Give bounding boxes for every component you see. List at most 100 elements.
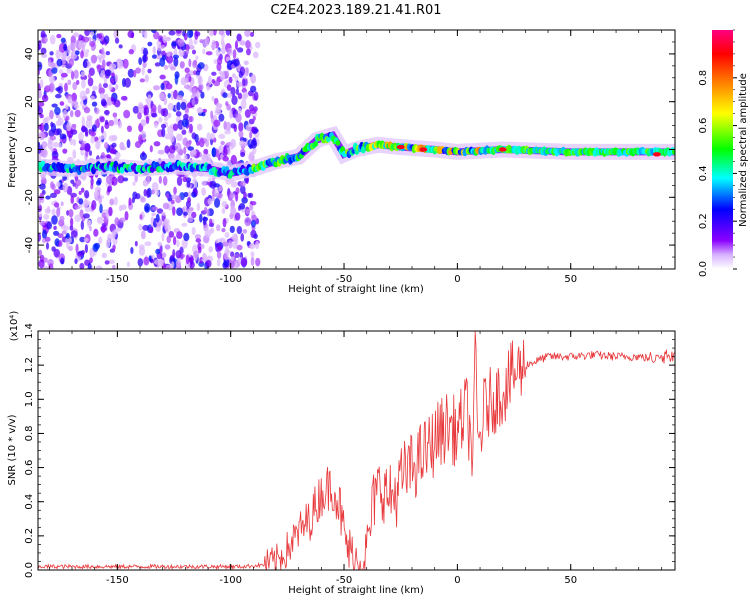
spectrogram-noise-cell bbox=[145, 188, 151, 198]
spectrogram-noise-cell bbox=[243, 191, 247, 200]
spectrogram-noise-cell bbox=[168, 30, 176, 36]
spectrogram-noise-cell bbox=[138, 104, 145, 114]
spectrogram-noise-cell bbox=[171, 194, 178, 200]
spectrogram-noise-cell bbox=[60, 72, 68, 78]
spectrogram-noise-cell bbox=[142, 61, 147, 68]
spectrogram-noise-cell bbox=[70, 70, 75, 80]
spectrogram-noise-cell bbox=[73, 32, 80, 38]
spectrogram-noise-cell bbox=[45, 195, 51, 200]
spectrogram-noise-cell bbox=[204, 229, 212, 238]
spectrogram-x-axis-label: Height of straight line (km) bbox=[288, 284, 424, 295]
spectrogram-noise-cell bbox=[84, 30, 90, 37]
spectrogram-noise-cell bbox=[221, 200, 228, 208]
spectrogram-noise-cell bbox=[251, 214, 257, 222]
spectrogram-noise-cell bbox=[248, 203, 254, 212]
spectrogram-noise-cell bbox=[238, 203, 246, 210]
spectrogram-noise-cell bbox=[107, 185, 113, 192]
spectrogram-noise-cell bbox=[225, 30, 231, 36]
spectrogram-noise-cell bbox=[230, 181, 238, 188]
snr-panel: -150 -100 -50 0 50 0.0 0.2 0.4 0.6 0.8 1.0 1.2 1.4 H… bbox=[7, 311, 676, 596]
spectrogram-noise-cell bbox=[167, 102, 174, 111]
spectrogram-noise-cell bbox=[176, 231, 183, 240]
spectrogram-noise-cell bbox=[182, 30, 186, 37]
spectrogram-noise-cell bbox=[172, 206, 176, 216]
colorbar-gradient bbox=[712, 30, 733, 269]
spectrogram-noise-cell bbox=[53, 230, 60, 236]
spectrogram-noise-cell bbox=[65, 115, 70, 121]
spectrogram-noise-cell bbox=[99, 92, 106, 100]
spectrogram-noise-cell bbox=[105, 175, 113, 185]
spectrogram-noise-cell bbox=[38, 200, 41, 207]
spectrogram-noise-cell bbox=[90, 177, 94, 186]
spectrogram-noise-cell bbox=[95, 140, 101, 150]
spectrogram-noise-cell bbox=[89, 131, 97, 137]
spectrogram-noise-cell bbox=[113, 117, 119, 126]
spectrogram-noise-cell bbox=[181, 129, 187, 135]
spectrogram-noise-cell bbox=[41, 53, 48, 58]
spectrogram-noise-cell bbox=[79, 262, 85, 269]
spectrogram-noise-cell bbox=[69, 110, 74, 118]
colorbar-tick-label: 0.6 bbox=[698, 118, 709, 134]
spectrogram-noise-cell bbox=[143, 256, 150, 266]
spectrogram-noise-cell bbox=[92, 243, 99, 253]
spectrogram-noise-cell bbox=[43, 265, 49, 269]
spectrogram-noise-cell bbox=[109, 63, 117, 70]
spectrogram-noise-cell bbox=[43, 213, 50, 220]
spectrogram-noise-cell bbox=[232, 241, 238, 249]
spectrogram-noise-cell bbox=[110, 97, 115, 102]
spectrogram-noise-cell bbox=[78, 131, 84, 142]
spectrogram-noise-cell bbox=[240, 185, 246, 195]
spectrogram-noise-cell bbox=[229, 192, 236, 199]
snr-y-axis-label: SNR (10 * v/v) bbox=[7, 414, 18, 485]
spectrogram-noise-cell bbox=[254, 241, 260, 250]
spectrogram-noise-cell bbox=[197, 246, 202, 254]
spectrogram-noise-cell bbox=[89, 31, 95, 37]
spectrogram-noise-cell bbox=[238, 130, 244, 138]
spectrogram-noise-cell bbox=[163, 65, 169, 70]
spectrogram-noise-cell bbox=[126, 139, 131, 149]
snr-y-tick-label: 1.0 bbox=[24, 391, 35, 407]
spectrogram-axes: -150 -100 -50 0 50 -40 -20 0 20 40 bbox=[24, 29, 675, 285]
spectrogram-noise-cell bbox=[72, 81, 78, 91]
spectrogram-noise-cell bbox=[80, 142, 86, 149]
spectrogram-noise-cell bbox=[87, 73, 92, 79]
spectrogram-noise-cell bbox=[101, 252, 107, 259]
spectrogram-noise-cell bbox=[255, 257, 261, 267]
spectrogram-noise-cell bbox=[84, 190, 90, 199]
spectrogram-noise-cell bbox=[188, 58, 192, 68]
spectrogram-noise-cell bbox=[228, 76, 233, 84]
spectrogram-noise-cell bbox=[73, 69, 79, 80]
spectrogram-noise-cell bbox=[66, 209, 70, 216]
spectrogram-noise-cell bbox=[203, 206, 208, 214]
spectrogram-noise-cell bbox=[213, 80, 221, 87]
spectrogram-noise-cell bbox=[172, 123, 179, 131]
spectrogram-noise-cell bbox=[225, 121, 232, 132]
spectrogram-noise-cell bbox=[207, 75, 213, 86]
spectrogram-noise-cell bbox=[38, 212, 43, 218]
spectrogram-noise-cell bbox=[244, 109, 251, 118]
colorbar-tick-label: 0.4 bbox=[698, 165, 709, 181]
spectrogram-noise-cell bbox=[250, 251, 255, 257]
spectrogram-noise-cell bbox=[43, 122, 49, 132]
spectrogram-noise-cell bbox=[137, 112, 142, 120]
spectrogram-noise-cell bbox=[187, 197, 192, 203]
spectrogram-noise-cell bbox=[236, 244, 243, 251]
snr-axes: -150 -100 -50 0 50 0.0 0.2 0.4 0.6 0.8 1.0 1.2 1.4 bbox=[24, 323, 675, 586]
spectrogram-noise-cell bbox=[99, 116, 105, 123]
spectrogram-noise-cell bbox=[180, 101, 187, 111]
spectrogram-noise-cell bbox=[167, 112, 172, 119]
spectrogram-noise-cell bbox=[173, 186, 177, 195]
spectrogram-noise-cell bbox=[146, 174, 151, 185]
spectrogram-noise-cell bbox=[65, 232, 70, 239]
spectrogram-noise-cell bbox=[188, 256, 194, 262]
spectrogram-noise-cell bbox=[160, 108, 166, 117]
spectrogram-noise-cell bbox=[250, 219, 257, 228]
spectrogram-noise-cell bbox=[41, 229, 47, 240]
spectrogram-noise-cell bbox=[155, 189, 160, 197]
spectrogram-noise-cell bbox=[49, 192, 57, 198]
spectrogram-noise-cell bbox=[57, 233, 64, 239]
spectrogram-noise-cell bbox=[49, 75, 56, 84]
spectrogram-noise-cell bbox=[38, 249, 43, 257]
spectrogram-noise-cell bbox=[84, 207, 90, 213]
spectrogram-noise-cell bbox=[206, 208, 210, 217]
